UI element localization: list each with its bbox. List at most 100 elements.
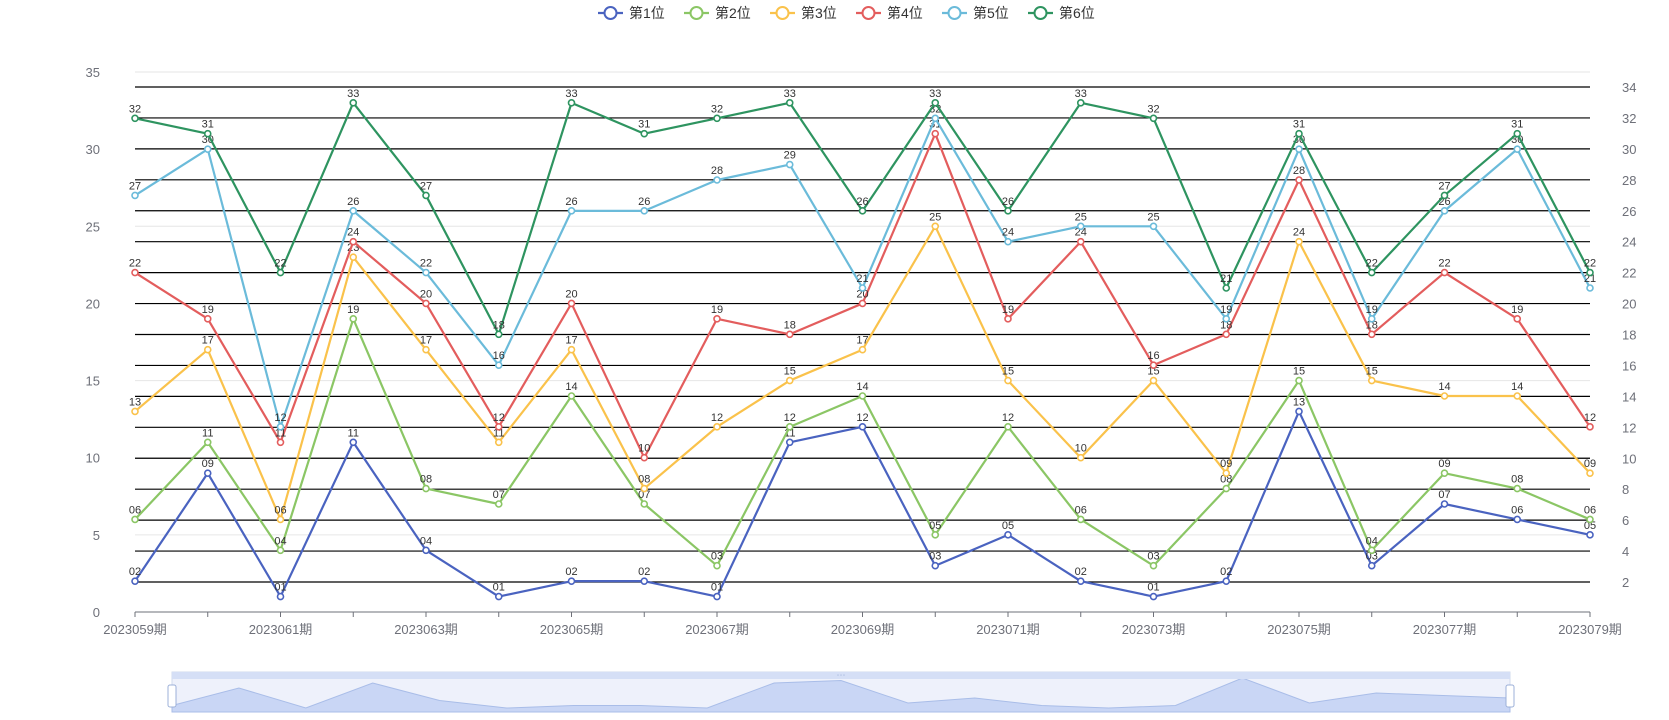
legend[interactable]: 第1位 第2位 第3位 第4位 第5位 第6位 <box>598 5 1095 21</box>
data-point[interactable] <box>1295 129 1303 138</box>
data-point[interactable] <box>785 376 794 385</box>
data-point[interactable] <box>276 592 285 601</box>
data-point[interactable] <box>1367 330 1376 339</box>
data-point[interactable] <box>1004 207 1012 215</box>
data-point[interactable] <box>349 438 358 447</box>
data-point[interactable] <box>1367 376 1376 385</box>
data-point[interactable] <box>858 423 867 431</box>
data-point[interactable] <box>131 577 139 585</box>
data-point[interactable] <box>349 207 358 215</box>
legend-item[interactable]: 第4位 <box>856 5 923 21</box>
data-point[interactable] <box>1295 176 1303 184</box>
data-point[interactable] <box>1076 577 1085 585</box>
data-point[interactable] <box>931 99 940 107</box>
data-point[interactable] <box>567 99 576 107</box>
data-point[interactable] <box>640 577 649 585</box>
data-point[interactable] <box>1149 361 1158 369</box>
data-point[interactable] <box>1513 145 1522 153</box>
data-point[interactable] <box>1004 423 1012 431</box>
data-point[interactable] <box>131 191 139 200</box>
data-zoom-slider[interactable]: ⋯ <box>167 670 1515 713</box>
data-point[interactable] <box>785 99 794 107</box>
series-6[interactable]: 32 31 22 33 27 18 33 31 32 33 26 33 26 33 32 21 31 22 27 31… <box>129 88 1596 339</box>
data-point[interactable] <box>1222 469 1231 477</box>
data-point[interactable] <box>422 299 430 308</box>
data-point[interactable] <box>1004 376 1012 385</box>
data-point[interactable] <box>349 99 358 107</box>
data-point[interactable] <box>422 268 430 277</box>
data-point[interactable] <box>785 423 794 431</box>
data-point[interactable] <box>1586 268 1594 277</box>
data-point[interactable] <box>640 129 649 138</box>
data-point[interactable] <box>276 546 285 555</box>
data-point[interactable] <box>494 438 503 447</box>
data-point[interactable] <box>713 423 721 431</box>
data-point[interactable] <box>276 423 285 431</box>
legend-item[interactable]: 第6位 <box>1028 5 1095 21</box>
data-point[interactable] <box>640 453 649 462</box>
slider-move-handle[interactable] <box>172 672 1510 679</box>
data-point[interactable] <box>931 114 940 123</box>
data-point[interactable] <box>713 561 721 570</box>
data-point[interactable] <box>203 145 212 153</box>
data-point[interactable] <box>1586 469 1594 477</box>
data-point[interactable] <box>276 438 285 447</box>
data-point[interactable] <box>567 345 576 354</box>
data-point[interactable] <box>640 484 649 493</box>
data-point[interactable] <box>713 315 721 323</box>
slider-left-handle-icon[interactable] <box>167 684 177 708</box>
data-point[interactable] <box>931 561 940 570</box>
data-point[interactable] <box>858 207 867 215</box>
data-point[interactable] <box>1367 546 1376 555</box>
data-point[interactable] <box>494 330 503 339</box>
data-point[interactable] <box>1149 222 1158 231</box>
data-point[interactable] <box>1367 561 1376 570</box>
data-point[interactable] <box>785 160 794 169</box>
data-point[interactable] <box>1440 207 1449 215</box>
data-point[interactable] <box>203 438 212 447</box>
legend-item[interactable]: 第5位 <box>942 5 1009 21</box>
data-point[interactable] <box>1149 561 1158 570</box>
data-point[interactable] <box>1295 376 1303 385</box>
data-point[interactable] <box>349 315 358 323</box>
series-4[interactable]: 22 19 11 24 20 12 20 10 19 18 20 31 19 24 16 18 28 18 22 19… <box>129 119 1596 462</box>
data-point[interactable] <box>203 469 212 477</box>
data-point[interactable] <box>858 392 867 400</box>
data-point[interactable] <box>1222 284 1231 292</box>
data-point[interactable] <box>1513 484 1522 493</box>
data-point[interactable] <box>858 345 867 354</box>
data-point[interactable] <box>1367 315 1376 323</box>
data-point[interactable] <box>131 268 139 277</box>
data-point[interactable] <box>1004 531 1012 539</box>
data-point[interactable] <box>494 423 503 431</box>
data-point[interactable] <box>1295 237 1303 246</box>
data-point[interactable] <box>1149 114 1158 123</box>
data-point[interactable] <box>1586 423 1594 431</box>
data-point[interactable] <box>785 330 794 339</box>
data-point[interactable] <box>567 577 576 585</box>
data-point[interactable] <box>1222 577 1231 585</box>
data-point[interactable] <box>713 114 721 123</box>
data-point[interactable] <box>785 438 794 447</box>
data-point[interactable] <box>567 299 576 308</box>
data-point[interactable] <box>1295 407 1303 416</box>
data-point[interactable] <box>1076 222 1085 231</box>
data-point[interactable] <box>1076 99 1085 107</box>
data-point[interactable] <box>567 392 576 400</box>
data-point[interactable] <box>422 191 430 200</box>
series-2[interactable]: 06 11 04 19 08 07 14 07 03 12 14 05 12 06 03 08 15 04 09 08… <box>129 304 1596 570</box>
data-point[interactable] <box>1222 330 1231 339</box>
legend-item[interactable]: 第3位 <box>770 5 837 21</box>
data-point[interactable] <box>422 345 430 354</box>
data-point[interactable] <box>1295 145 1303 153</box>
data-point[interactable] <box>494 592 503 601</box>
data-point[interactable] <box>858 299 867 308</box>
data-point[interactable] <box>1586 531 1594 539</box>
data-point[interactable] <box>422 484 430 493</box>
data-point[interactable] <box>1513 392 1522 400</box>
data-point[interactable] <box>1076 453 1085 462</box>
data-point[interactable] <box>203 345 212 354</box>
data-point[interactable] <box>494 500 503 508</box>
